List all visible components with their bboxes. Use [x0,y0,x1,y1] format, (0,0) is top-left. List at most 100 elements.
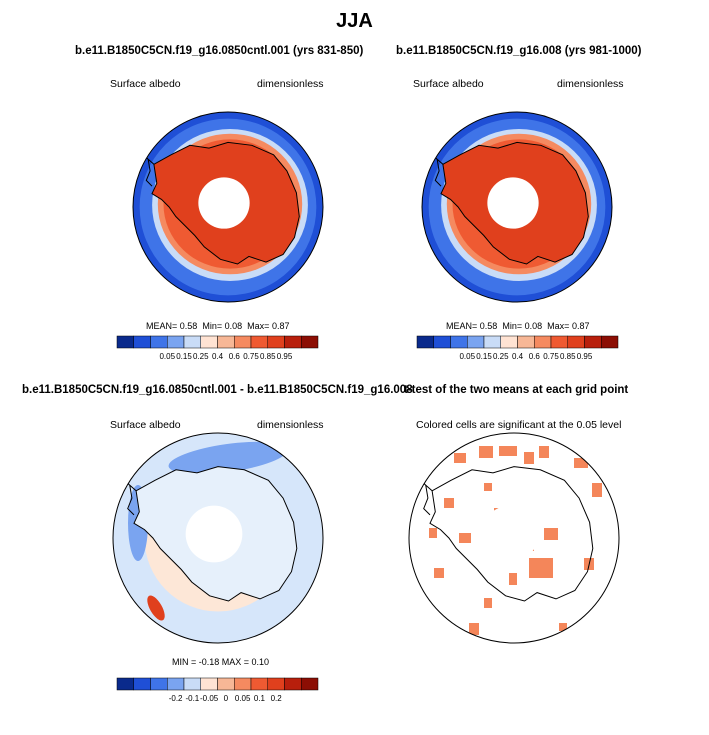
panel-3-right-label: dimensionless [257,419,324,431]
panel-4-sig-cell [559,623,567,631]
panel-2-colorbar-swatch [500,335,518,349]
panel-1-colorbar-swatch [234,335,252,349]
panel-1-colorbar-swatch [301,335,319,349]
panel-4-sig-cell [459,533,471,543]
panel-4-sig-cell [529,558,553,578]
panel-1-coastline [151,141,300,265]
panel-4-sig-cell [524,452,534,464]
panel-3-colorbar-swatch [267,677,285,691]
panel-3-map [113,433,323,643]
panel-1-right-label: dimensionless [257,78,324,90]
panel-2-colorbar-swatch [483,335,501,349]
panel-3-positive-spot [147,595,165,621]
panel-3-colorbar-swatch [301,677,319,691]
panel-3-negative-band-top [168,441,288,475]
panel-3-colorbar-tick-label: 0.05 [235,694,251,703]
panel-2-colorbar-swatch [550,335,568,349]
panel-2-colorbar-swatch [534,335,552,349]
panel-2-colorbar-tick-label: 0.05 [459,352,475,361]
panel-2-colorbar-swatch [567,335,585,349]
panel-4-sig-cell [574,458,588,468]
panel-1-map [133,112,323,302]
panel-1-colorbar-swatch [150,335,168,349]
panel-3-colorbar-swatch [217,677,235,691]
panel-4-title: t-test of the two means at each grid poi… [404,384,629,396]
panel-1-colorbar-tick-label: 0.85 [260,352,276,361]
panel-4-border [408,432,620,644]
panel-2-colorbar-tick-label: 0.75 [543,352,559,361]
panel-3-colorbar-tick-label: -0.1 [185,694,199,703]
panel-3-stats: MIN = -0.18 MAX = 0.10 [172,657,270,667]
panel-4-coastline [429,466,594,602]
panel-1-colorbar-tick-label: 0.4 [212,352,224,361]
panel-4-sig-cell [539,446,549,458]
panel-1-title: b.e11.B1850C5CN.f19_g16.0850cntl.001 (yr… [75,45,364,57]
panel-2-colorbar-tick-label: 0.6 [529,352,541,361]
panel-1-colorbar-tick-label: 0.6 [229,352,241,361]
panel-1-colorbar-swatch [133,335,151,349]
panel-2-pole-hole [487,177,539,229]
panel-1-colorbar-tick-label: 0.15 [176,352,192,361]
panel-3-colorbar-swatch [183,677,201,691]
panel-1-colorbar-tick-label: 0.25 [193,352,209,361]
panel-4-sig-cell [499,446,517,456]
panel-3-colorbar-tick-label: 0 [224,694,229,703]
panel-2-colorbar-tick-label: 0.4 [512,352,524,361]
panel-1-border [132,111,324,303]
panel-2-left-label: Surface albedo [413,78,484,90]
panel-1-colorbar-tick-label: 0.95 [277,352,293,361]
panel-1-colorbar-swatch [284,335,302,349]
panel-3-colorbar-swatch [133,677,151,691]
panel-2-coastline [440,141,589,265]
panel-1-colorbar-swatch [200,335,218,349]
panel-4-sig-cell [444,498,454,508]
panel-4-sig-cell [592,483,602,497]
panel-4-subtitle: Colored cells are significant at the 0.0… [416,419,622,431]
panel-3-colorbar-swatch [150,677,168,691]
panel-1-colorbar-swatch [250,335,268,349]
panel-2-colorbar-swatch [601,335,619,349]
panel-3-colorbar-swatch [116,677,134,691]
panel-2-colorbar-swatch [433,335,451,349]
panel-4-sig-cell [429,528,437,538]
panel-3-colorbar-swatch [250,677,268,691]
panel-2-map [422,112,612,302]
panel-3-colorbar-tick-label: -0.2 [169,694,183,703]
panel-1-colorbar-tick-label: 0.75 [243,352,259,361]
panel-3-pole-hole [185,505,243,563]
panel-1-colorbar-swatch [183,335,201,349]
panel-2-right-label: dimensionless [557,78,624,90]
panel-2-colorbar-tick-label: 0.85 [560,352,576,361]
panel-1-colorbar-swatch [116,335,134,349]
panel-4-sig-cell [479,446,493,458]
panel-3-title: b.e11.B1850C5CN.f19_g16.0850cntl.001 - b… [22,384,413,396]
panel-1-colorbar-tick-label: 0.05 [159,352,175,361]
panel-4-sig-cell [484,598,492,608]
panel-2-colorbar-tick-label: 0.15 [476,352,492,361]
panel-1-stats: MEAN= 0.58 Min= 0.08 Max= 0.87 [146,321,290,331]
panel-4-sig-cell [509,573,517,585]
panel-2-title: b.e11.B1850C5CN.f19_g16.008 (yrs 981-100… [396,45,642,57]
panel-4-sig-cell [454,453,466,463]
panel-2-colorbar-swatch [517,335,535,349]
panel-1-colorbar-swatch [267,335,285,349]
panel-2-colorbar-swatch [450,335,468,349]
panel-2-border [421,111,613,303]
panel-1-colorbar-swatch [167,335,185,349]
panel-3-coastline [133,466,298,602]
panel-2-colorbar-swatch [584,335,602,349]
panel-4-sig-cell [544,528,558,540]
panel-3-colorbar-swatch [167,677,185,691]
panel-2-colorbar-tick-label: 0.25 [493,352,509,361]
panel-4-sig-cell [434,568,444,578]
panel-3-colorbar-swatch [284,677,302,691]
panel-3-colorbar-tick-label: 0.1 [254,694,266,703]
panel-2-stats: MEAN= 0.58 Min= 0.08 Max= 0.87 [446,321,590,331]
panel-2-colorbar-swatch [416,335,434,349]
panel-2-colorbar-swatch [467,335,485,349]
figure-title: JJA [336,10,373,32]
panel-4-pole-hole [481,505,539,563]
panel-1-pole-hole [198,177,250,229]
panel-3-left-label: Surface albedo [110,419,181,431]
